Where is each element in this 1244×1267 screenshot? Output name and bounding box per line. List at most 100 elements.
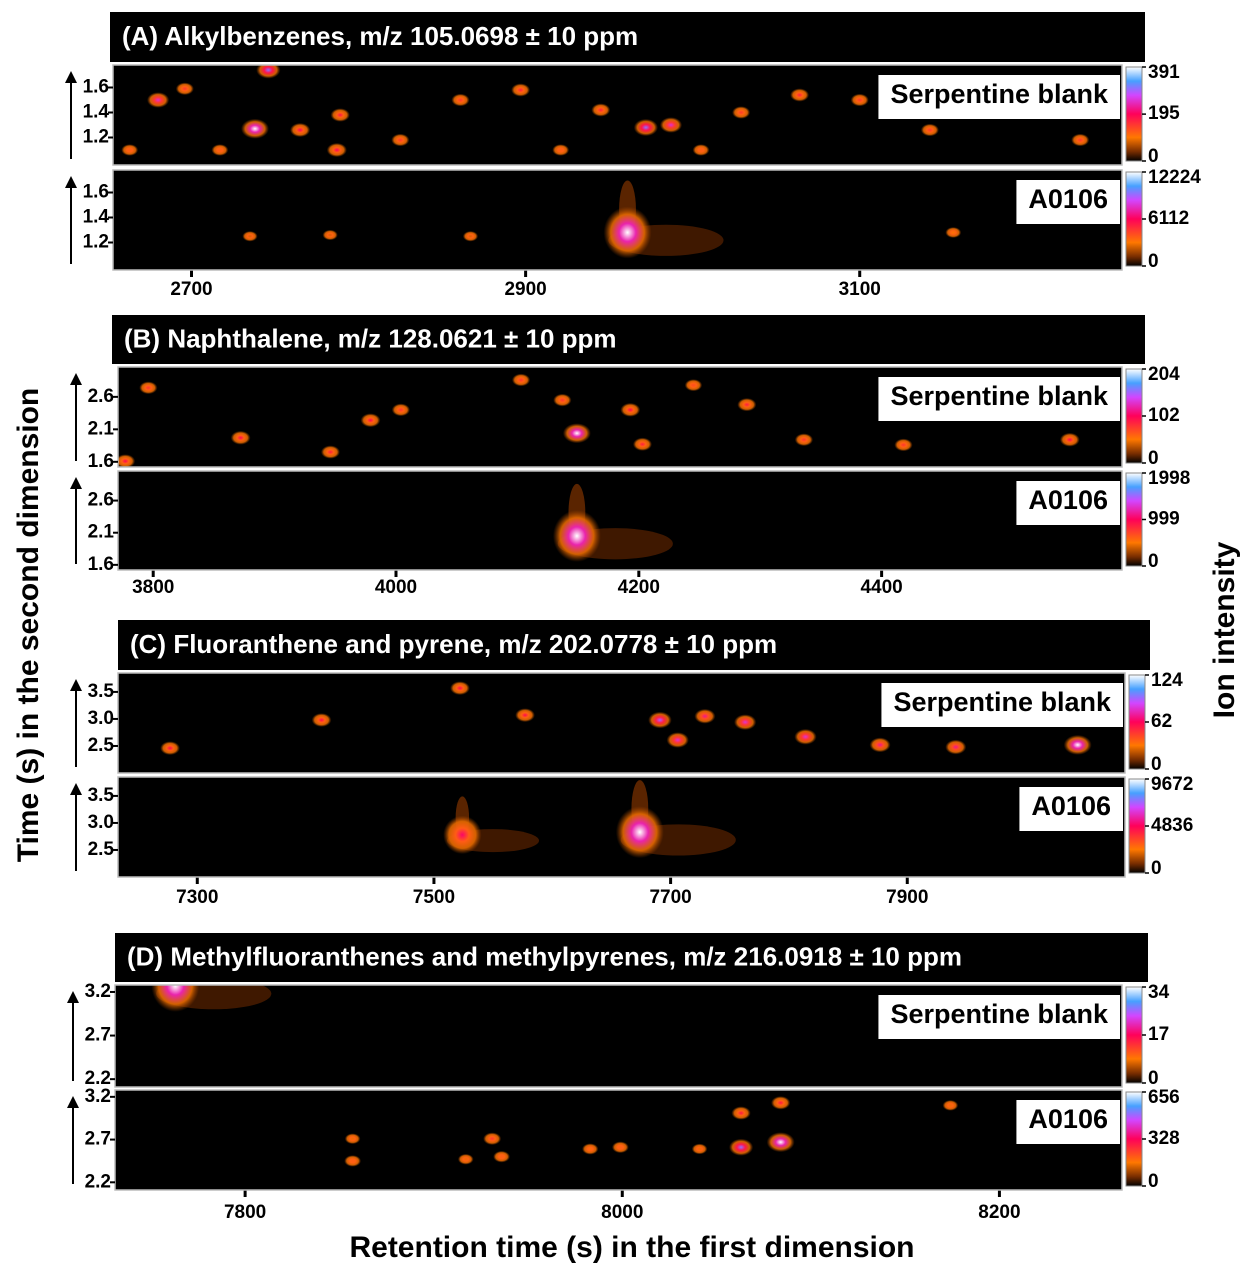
peak	[344, 1155, 362, 1167]
peak	[344, 1133, 361, 1145]
axis-arrow-head	[65, 71, 77, 83]
peak	[457, 1153, 474, 1165]
plot-frame	[112, 169, 1123, 271]
peak	[240, 118, 269, 139]
axis-arrow-head	[70, 373, 82, 385]
axis-arrow-head	[70, 679, 82, 691]
peak	[731, 1106, 751, 1120]
x-tick-label: 7300	[176, 887, 218, 908]
title-bar	[118, 620, 1150, 670]
peak	[733, 714, 757, 731]
colorbar	[1125, 986, 1143, 1084]
panel-label: A0106	[1028, 485, 1108, 515]
colorbar	[1125, 472, 1143, 567]
peak	[920, 123, 939, 137]
panel-label-box	[878, 995, 1120, 1039]
y-tick-label: 1.6	[88, 554, 114, 575]
panel-label-box	[1016, 1100, 1120, 1144]
colorbar	[1125, 1091, 1143, 1187]
x-tick-label: 4200	[618, 577, 660, 598]
peak	[694, 708, 716, 724]
peak	[146, 92, 170, 108]
peak	[794, 433, 814, 447]
colorbar-tick-label: 17	[1148, 1024, 1169, 1045]
x-tick-label: 3100	[839, 279, 881, 300]
peak	[151, 985, 200, 1012]
colorbar-tick-label: 1998	[1148, 468, 1190, 489]
peak	[633, 118, 659, 137]
peak	[483, 1132, 502, 1146]
y-tick-label: 1.6	[88, 451, 114, 472]
colorbar-tick-label: 195	[1148, 103, 1180, 124]
peak	[320, 445, 340, 459]
peak	[611, 1141, 629, 1154]
peak	[511, 373, 531, 387]
x-tick-label: 3800	[132, 577, 174, 598]
peak	[684, 379, 703, 392]
panel-label: Serpentine blank	[893, 687, 1112, 717]
panel-label: A0106	[1031, 791, 1111, 821]
peak	[139, 381, 158, 395]
colorbar-tick-label: 0	[1148, 1068, 1159, 1089]
peak	[330, 108, 350, 122]
peak	[256, 65, 281, 79]
peak	[790, 88, 810, 102]
plot-background	[115, 1090, 1122, 1190]
peak	[942, 1100, 959, 1111]
peaks	[242, 180, 962, 259]
plot-background	[118, 471, 1122, 570]
peak	[732, 106, 751, 119]
peak	[1071, 133, 1090, 147]
y-tick-label: 2.6	[88, 386, 114, 407]
peak	[691, 1143, 708, 1155]
axis-arrow-head	[67, 991, 79, 1003]
title-bar	[112, 315, 1145, 364]
peak	[242, 231, 258, 242]
panel-label: Serpentine blank	[890, 79, 1109, 109]
axis-arrow-head	[70, 783, 82, 795]
colorbar-label: Ion intensity	[1208, 541, 1241, 718]
x-tick-label: 7500	[413, 887, 455, 908]
peak	[515, 708, 535, 723]
peak	[850, 93, 869, 107]
panel-label: A0106	[1028, 184, 1108, 214]
y-tick-label: 2.1	[88, 522, 115, 543]
x-axis-label: Retention time (s) in the first dimensio…	[349, 1231, 914, 1264]
peak	[230, 430, 251, 445]
peak	[450, 681, 470, 696]
chart-title: (A) Alkylbenzenes, m/z 105.0698 ± 10 ppm	[122, 21, 638, 51]
peak	[175, 82, 194, 96]
y-tick-label: 3.5	[88, 681, 115, 702]
y-tick-label: 3.0	[88, 708, 114, 729]
peak	[945, 227, 962, 238]
colorbar-tick-label: 4836	[1151, 815, 1193, 836]
y-tick-label: 2.7	[85, 1129, 111, 1150]
plot-frame	[117, 366, 1123, 468]
y-tick-label: 2.5	[88, 735, 115, 756]
x-tick-label: 4000	[375, 577, 417, 598]
peak	[322, 229, 338, 241]
y-tick-label: 1.2	[83, 232, 109, 253]
colorbar-tick-label: 34	[1148, 982, 1170, 1003]
colorbar-tick-label: 0	[1151, 858, 1162, 879]
colorbar-tick-label: 656	[1148, 1087, 1180, 1108]
panel-label: Serpentine blank	[890, 999, 1109, 1029]
peak	[211, 144, 229, 156]
peak	[591, 103, 611, 117]
peak	[360, 413, 381, 428]
peak	[443, 815, 482, 855]
axis-arrow-head	[67, 1096, 79, 1108]
y-tick-label: 3.2	[85, 1086, 111, 1107]
peak	[118, 454, 136, 467]
panel-label-box	[1016, 180, 1120, 224]
peak	[326, 142, 347, 158]
axis-arrow-head	[65, 176, 77, 188]
peak	[869, 737, 891, 753]
peak	[160, 741, 180, 756]
peak	[737, 398, 757, 412]
colorbar-tick-label: 12224	[1148, 167, 1201, 188]
peak	[391, 133, 410, 147]
x-tick-label: 8200	[978, 1202, 1020, 1223]
peak	[945, 739, 967, 755]
